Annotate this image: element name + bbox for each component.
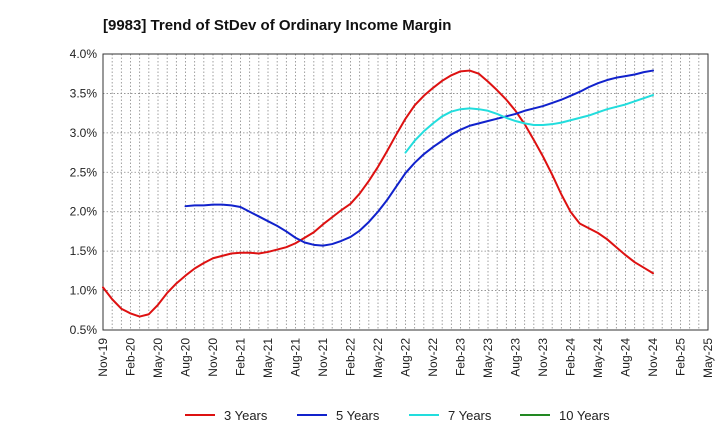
x-tick-label: Feb-24 <box>564 338 578 376</box>
y-tick-label: 3.5% <box>70 86 98 100</box>
x-tick-label: Aug-22 <box>399 338 413 377</box>
y-tick-label: 3.0% <box>70 126 98 140</box>
series-line-7-years <box>404 94 654 154</box>
x-tick-label: Nov-19 <box>96 338 110 377</box>
x-tick-label: Nov-21 <box>316 338 330 377</box>
series-lines <box>102 69 654 318</box>
y-tick-label: 2.5% <box>70 165 98 179</box>
x-tick-label: Nov-22 <box>426 338 440 377</box>
legend-label-5-years: 5 Years <box>336 408 380 423</box>
x-tick-label: May-22 <box>371 338 385 378</box>
series-line-5-years <box>184 69 654 247</box>
x-tick-label: Feb-25 <box>674 338 688 376</box>
x-tick-label: Aug-21 <box>289 338 303 377</box>
x-tick-label: Nov-23 <box>536 338 550 377</box>
plot-frame <box>102 53 709 331</box>
x-tick-label: Aug-23 <box>509 338 523 377</box>
x-tick-label: May-21 <box>261 338 275 378</box>
chart-title: [9983] Trend of StDev of Ordinary Income… <box>103 17 451 34</box>
x-tick-label: Nov-24 <box>646 338 660 377</box>
x-tick-label: Feb-22 <box>344 338 358 376</box>
x-tick-label: May-23 <box>481 338 495 378</box>
legend-label-3-years: 3 Years <box>224 408 268 423</box>
y-tick-label: 0.5% <box>70 323 98 337</box>
legend-label-7-years: 7 Years <box>448 408 492 423</box>
x-tick-label: Nov-20 <box>206 338 220 377</box>
axes: 0.5% 1.0% 1.5% 2.0% 2.5% 3.0% 3.5% 4.0% Nov-19 Fe… <box>70 47 715 378</box>
legend: 3 Years 5 Years 7 Years 10 Years <box>185 408 610 423</box>
x-tick-label: May-24 <box>591 338 605 378</box>
grid <box>102 53 709 331</box>
x-tick-label: Feb-23 <box>454 338 468 376</box>
y-tick-label: 2.0% <box>70 205 98 219</box>
x-tick-label: May-20 <box>151 338 165 378</box>
x-tick-label: Aug-20 <box>179 338 193 377</box>
x-tick-label: Feb-20 <box>124 338 138 376</box>
x-tick-label: Aug-24 <box>619 338 633 377</box>
y-tick-label: 4.0% <box>70 47 98 61</box>
y-tick-label: 1.0% <box>70 284 98 298</box>
x-tick-label: Feb-21 <box>234 338 248 376</box>
x-tick-label: May-25 <box>701 338 715 378</box>
y-tick-label: 1.5% <box>70 244 98 258</box>
legend-label-10-years: 10 Years <box>559 408 610 423</box>
series-line-3-years <box>102 69 654 318</box>
